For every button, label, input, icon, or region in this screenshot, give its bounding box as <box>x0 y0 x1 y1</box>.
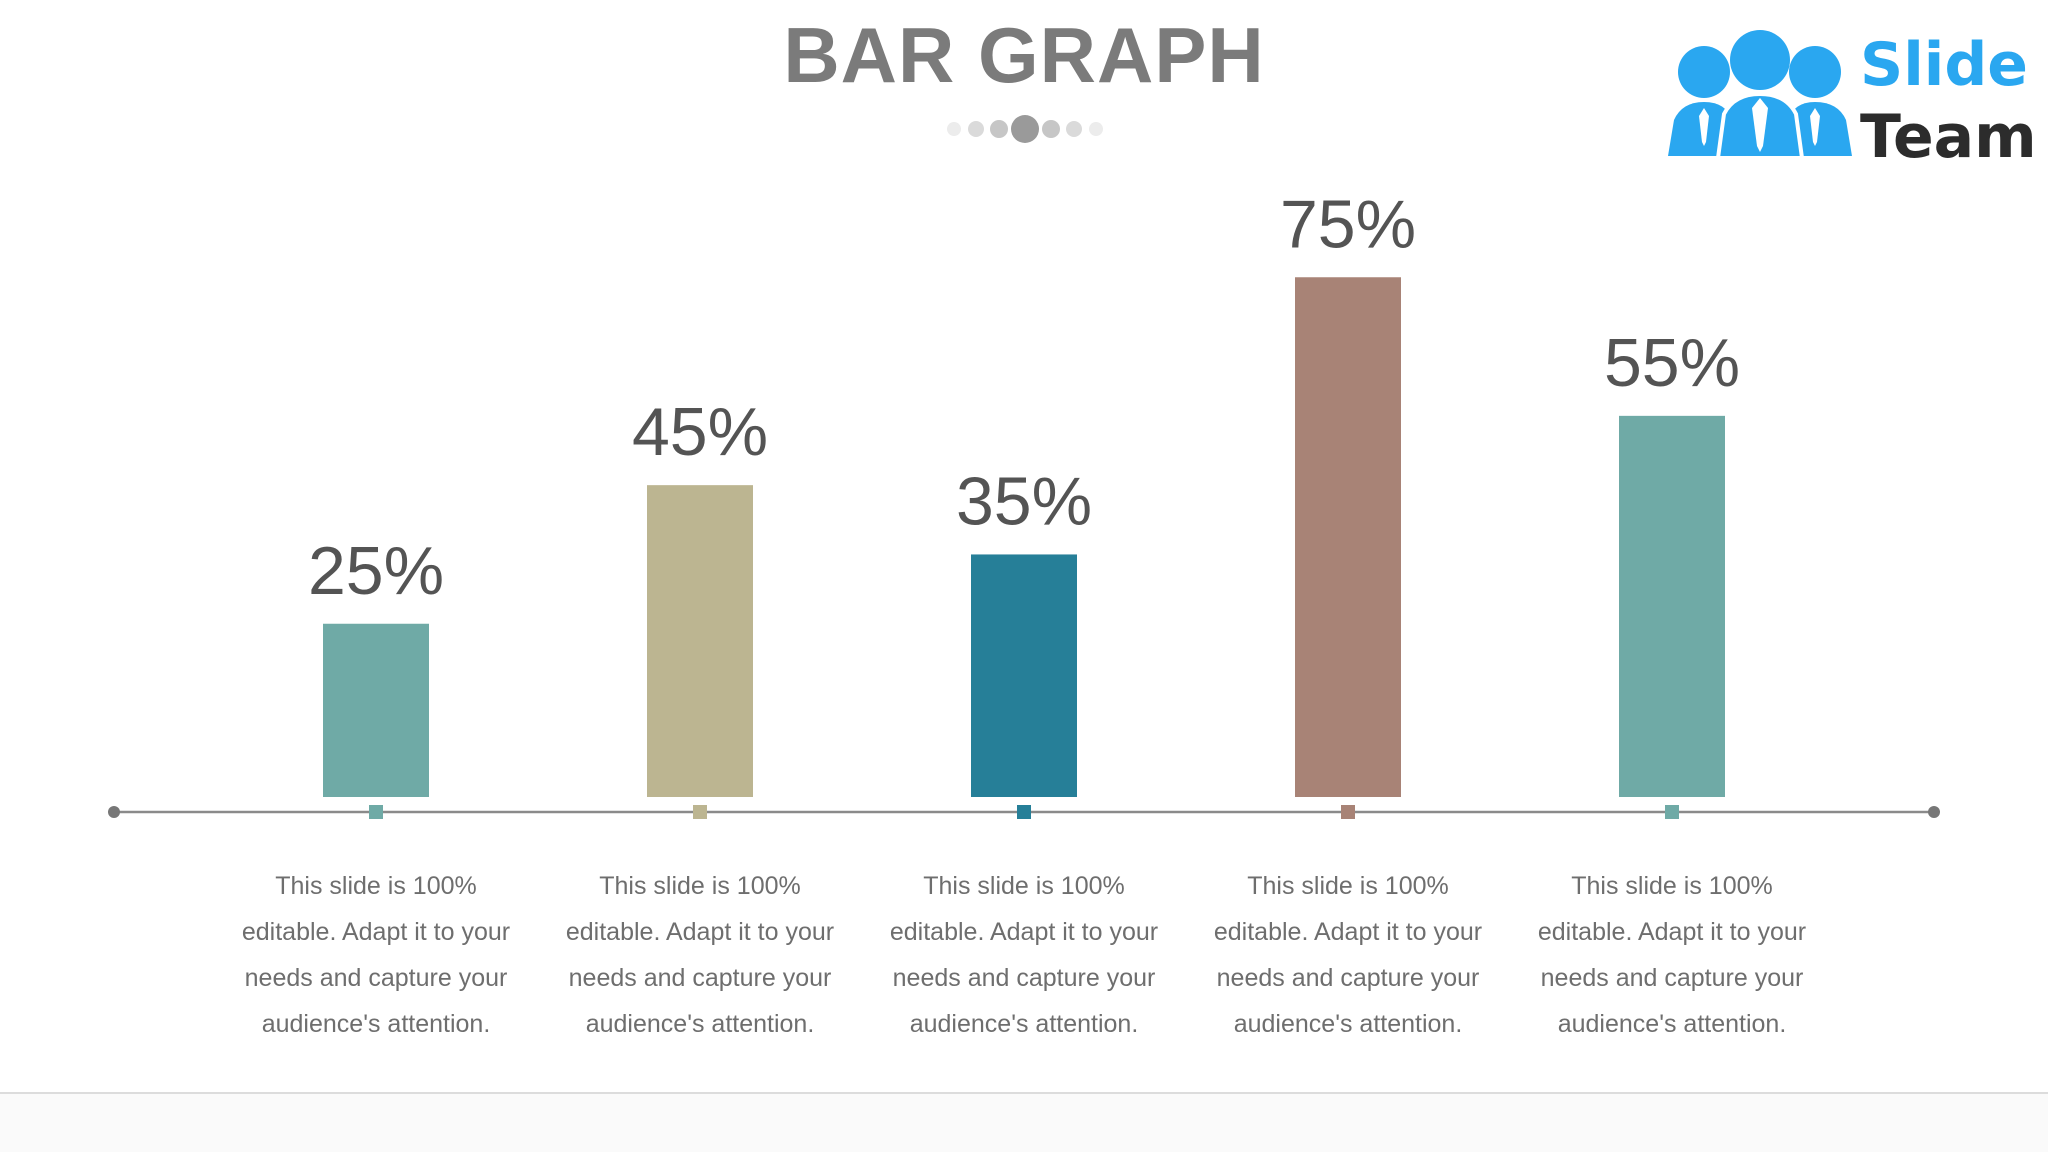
axis-start-cap <box>108 806 120 818</box>
description-line: audience's attention. <box>1557 1010 1787 1038</box>
data-label-3: 35% <box>956 463 1092 539</box>
data-label-4: 75% <box>1280 186 1416 262</box>
description-line: audience's attention. <box>585 1010 815 1038</box>
bar-1 <box>323 623 429 797</box>
description-line: needs and capture your <box>1540 964 1804 992</box>
description-line: editable. Adapt it to your <box>565 918 835 946</box>
description-line: needs and capture your <box>892 964 1156 992</box>
description-line: This slide is 100% <box>1247 872 1449 900</box>
logo-word-slide: Slide <box>1860 30 2028 100</box>
tick-marker-5 <box>1665 805 1679 819</box>
bottom-divider <box>0 1092 2048 1094</box>
bar-description-2: This slide is 100% editable. Adapt it to … <box>550 863 850 1047</box>
description-line: audience's attention. <box>1233 1010 1463 1038</box>
tick-marker-2 <box>693 805 707 819</box>
bar-2 <box>647 485 753 797</box>
description-line: editable. Adapt it to your <box>1213 918 1483 946</box>
tick-marker-4 <box>1341 805 1355 819</box>
bar-4 <box>1295 277 1401 797</box>
description-line: editable. Adapt it to your <box>889 918 1159 946</box>
description-line: This slide is 100% <box>923 872 1125 900</box>
description-line: audience's attention. <box>909 1010 1139 1038</box>
description-line: editable. Adapt it to your <box>241 918 511 946</box>
dots-divider-icon <box>947 115 1103 143</box>
axis-end-cap <box>1928 806 1940 818</box>
bar-3 <box>971 554 1077 797</box>
description-line: editable. Adapt it to your <box>1537 918 1807 946</box>
people-group-icon <box>1668 30 1852 160</box>
description-line: needs and capture your <box>244 964 508 992</box>
description-line: needs and capture your <box>1216 964 1480 992</box>
bar-chart: 25% 45% 35% 75% 55% <box>108 186 1940 819</box>
bar-description-4: This slide is 100% editable. Adapt it to … <box>1198 863 1498 1047</box>
bar-description-5: This slide is 100% editable. Adapt it to … <box>1522 863 1822 1047</box>
description-line: This slide is 100% <box>599 872 801 900</box>
logo-word-team: Team <box>1860 102 2037 172</box>
slideteam-logo: Slide Team <box>1660 24 2037 174</box>
tick-marker-1 <box>369 805 383 819</box>
description-line: needs and capture your <box>568 964 832 992</box>
description-line: This slide is 100% <box>275 872 477 900</box>
page-title: BAR GRAPH <box>783 11 1265 99</box>
bar-5 <box>1619 415 1725 797</box>
bar-description-3: This slide is 100% editable. Adapt it to … <box>874 863 1174 1047</box>
data-label-5: 55% <box>1604 325 1740 401</box>
data-label-1: 25% <box>308 533 444 609</box>
description-line: audience's attention. <box>261 1010 491 1038</box>
bar-description-1: This slide is 100% editable. Adapt it to … <box>226 863 526 1047</box>
data-label-2: 45% <box>632 394 768 470</box>
tick-marker-3 <box>1017 805 1031 819</box>
description-line: This slide is 100% <box>1571 872 1773 900</box>
bottom-strip <box>0 1094 2048 1152</box>
